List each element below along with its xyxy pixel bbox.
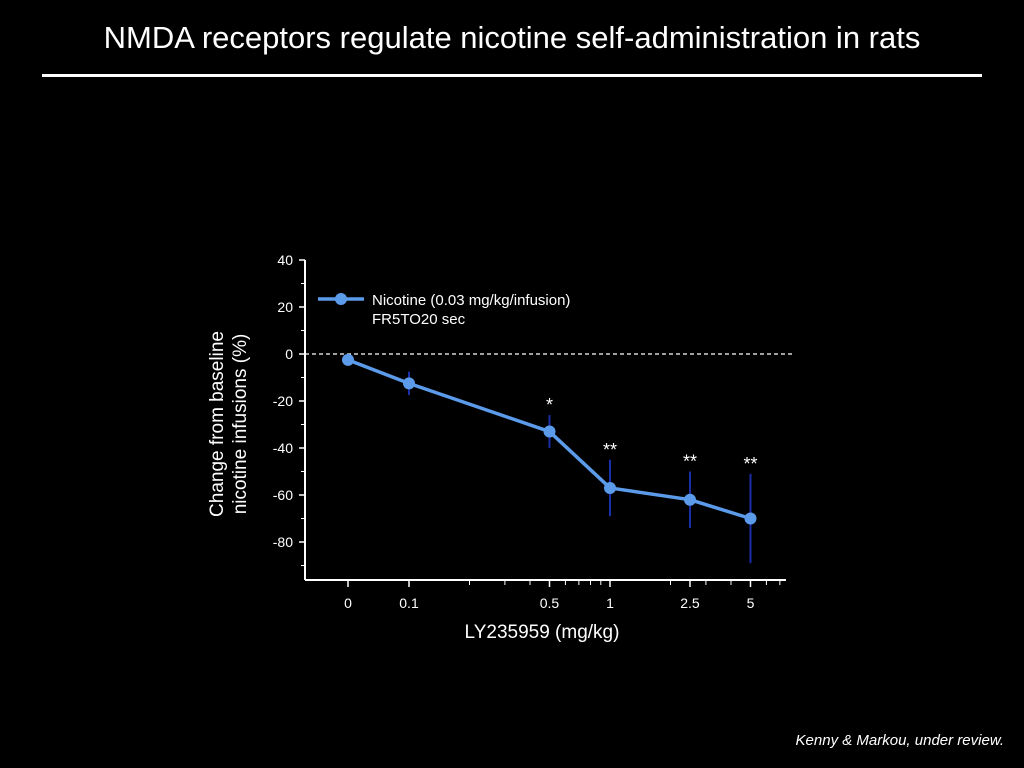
citation: Kenny & Markou, under review. bbox=[795, 732, 1004, 749]
x-tick-label: 2.5 bbox=[680, 595, 700, 611]
slide-title: NMDA receptors regulate nicotine self-ad… bbox=[103, 20, 921, 55]
x-tick-label: 0 bbox=[344, 595, 352, 611]
chart-legend: Nicotine (0.03 mg/kg/infusion) FR5TO20 se… bbox=[318, 292, 570, 328]
data-point bbox=[604, 481, 616, 494]
data-point bbox=[543, 425, 556, 438]
x-tick-label: 5 bbox=[747, 595, 755, 611]
data-point bbox=[342, 353, 354, 366]
title-divider bbox=[42, 74, 982, 77]
significance-marker: ** bbox=[743, 454, 757, 474]
data-point bbox=[744, 512, 757, 525]
y-tick-label: -60 bbox=[273, 487, 293, 503]
x-tick-label: 0.1 bbox=[399, 595, 419, 611]
y-tick-label: 20 bbox=[277, 299, 293, 315]
y-tick-label: 40 bbox=[277, 252, 293, 268]
significance-marker: ** bbox=[683, 452, 697, 472]
x-tick-label: 0.5 bbox=[540, 595, 560, 611]
axis-labels: LY235959 (mg/kg) Change from baseline nico… bbox=[207, 331, 619, 643]
chart-axes: 40 20 0 -20 -40 -60 -80 0 0.1 0.5 1 2.5 5 bbox=[273, 252, 786, 611]
x-axis-title: LY235959 (mg/kg) bbox=[465, 622, 620, 643]
y-tick-label: 0 bbox=[285, 346, 293, 362]
data-point bbox=[403, 377, 415, 390]
y-axis-title-line1: Change from baseline bbox=[207, 331, 228, 517]
y-tick-label: -40 bbox=[273, 440, 293, 456]
series-line bbox=[347, 358, 752, 521]
data-series: ***** ** bbox=[342, 353, 758, 525]
legend-sublabel: FR5TO20 sec bbox=[372, 311, 466, 328]
significance-marker: * bbox=[546, 395, 553, 415]
legend-label: Nicotine (0.03 mg/kg/infusion) bbox=[372, 292, 570, 309]
x-tick-label: 1 bbox=[606, 595, 614, 611]
y-tick-label: -80 bbox=[273, 534, 293, 550]
y-axis-title: Change from baseline nicotine infusions (… bbox=[207, 331, 251, 517]
significance-marker: ** bbox=[603, 440, 617, 460]
y-axis-title-line2: nicotine infusions (%) bbox=[230, 334, 251, 515]
data-point bbox=[683, 493, 696, 506]
y-tick-label: -20 bbox=[273, 393, 293, 409]
legend-marker bbox=[335, 293, 347, 305]
